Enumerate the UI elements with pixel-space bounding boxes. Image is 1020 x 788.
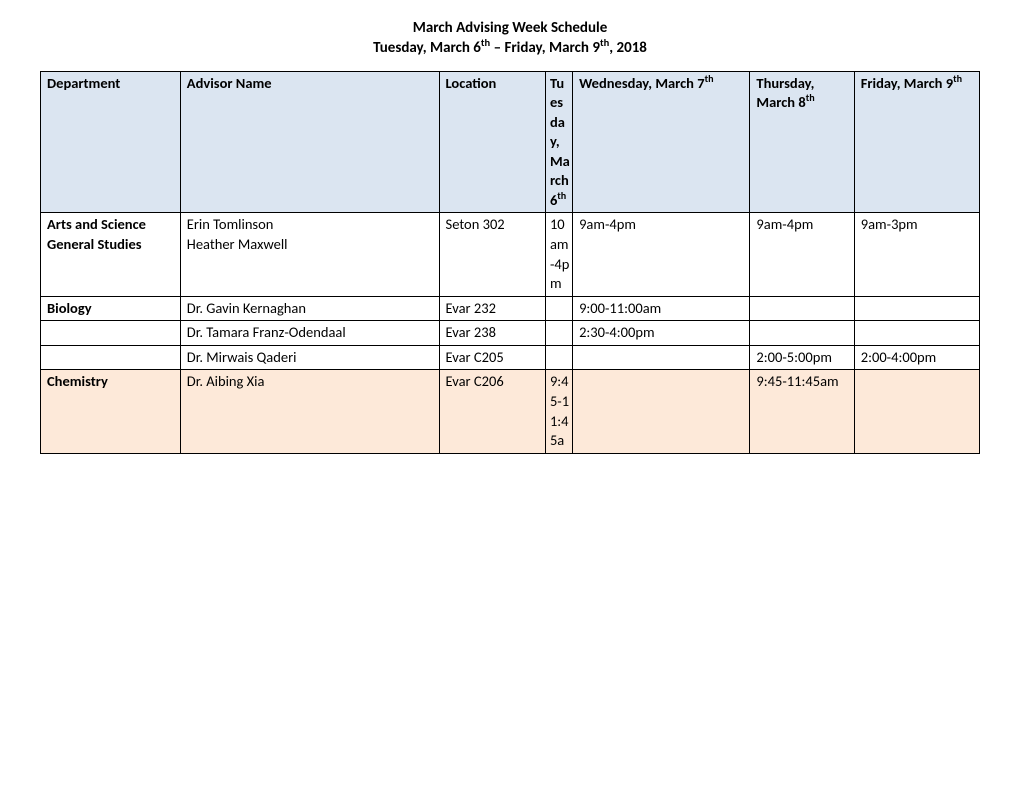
page-title: March Advising Week Schedule Tuesday, Ma… <box>40 18 980 59</box>
cell-advisor: Dr. Mirwais Qaderi <box>180 345 439 370</box>
cell-fri: 2:00-4:00pm <box>854 345 979 370</box>
cell-fri <box>854 321 979 346</box>
col-tuesday: Tuesday, March 6th <box>545 71 572 213</box>
col-location: Location <box>439 71 545 213</box>
table-row: Dr. Tamara Franz-OdendaalEvar 238 2:30-4:… <box>41 321 980 346</box>
col-friday: Friday, March 9th <box>854 71 979 213</box>
col-advisor: Advisor Name <box>180 71 439 213</box>
cell-tue <box>545 296 572 321</box>
col-department: Department <box>41 71 181 213</box>
cell-thu <box>750 321 854 346</box>
cell-department: Arts and Science General Studies <box>41 213 181 296</box>
cell-tue: 9:45-11:45a <box>545 370 572 453</box>
cell-wed: 9am-4pm <box>573 213 750 296</box>
cell-department: Biology <box>41 296 181 321</box>
cell-thu: 9am-4pm <box>750 213 854 296</box>
cell-wed <box>573 345 750 370</box>
cell-location: Evar C205 <box>439 345 545 370</box>
table-row: Dr. Mirwais QaderiEvar C205 2:00-5:00pm2:… <box>41 345 980 370</box>
cell-location: Evar 238 <box>439 321 545 346</box>
cell-thu: 2:00-5:00pm <box>750 345 854 370</box>
cell-thu <box>750 296 854 321</box>
table-row: Arts and Science General StudiesErin Tom… <box>41 213 980 296</box>
cell-wed: 2:30-4:00pm <box>573 321 750 346</box>
cell-department: Chemistry <box>41 370 181 453</box>
document-page: March Advising Week Schedule Tuesday, Ma… <box>0 0 1020 454</box>
table-body: Arts and Science General StudiesErin Tom… <box>41 213 980 453</box>
table-header-row: Department Advisor Name Location Tuesday… <box>41 71 980 213</box>
table-row: ChemistryDr. Aibing XiaEvar C2069:45-11:… <box>41 370 980 453</box>
cell-thu: 9:45-11:45am <box>750 370 854 453</box>
cell-fri <box>854 370 979 453</box>
cell-wed <box>573 370 750 453</box>
cell-advisor: Dr. Aibing Xia <box>180 370 439 453</box>
cell-department <box>41 321 181 346</box>
cell-location: Seton 302 <box>439 213 545 296</box>
cell-advisor: Dr. Tamara Franz-Odendaal <box>180 321 439 346</box>
cell-department <box>41 345 181 370</box>
cell-tue: 10am-4pm <box>545 213 572 296</box>
cell-location: Evar 232 <box>439 296 545 321</box>
cell-location: Evar C206 <box>439 370 545 453</box>
cell-fri: 9am-3pm <box>854 213 979 296</box>
col-thursday: Thursday, March 8th <box>750 71 854 213</box>
cell-wed: 9:00-11:00am <box>573 296 750 321</box>
title-line-2: Tuesday, March 6th – Friday, March 9th, … <box>40 38 980 58</box>
cell-tue <box>545 321 572 346</box>
schedule-table: Department Advisor Name Location Tuesday… <box>40 71 980 454</box>
cell-fri <box>854 296 979 321</box>
cell-tue <box>545 345 572 370</box>
col-wednesday: Wednesday, March 7th <box>573 71 750 213</box>
title-line-1: March Advising Week Schedule <box>40 18 980 38</box>
cell-advisor: Erin TomlinsonHeather Maxwell <box>180 213 439 296</box>
cell-advisor: Dr. Gavin Kernaghan <box>180 296 439 321</box>
table-row: BiologyDr. Gavin KernaghanEvar 232 9:00-1… <box>41 296 980 321</box>
